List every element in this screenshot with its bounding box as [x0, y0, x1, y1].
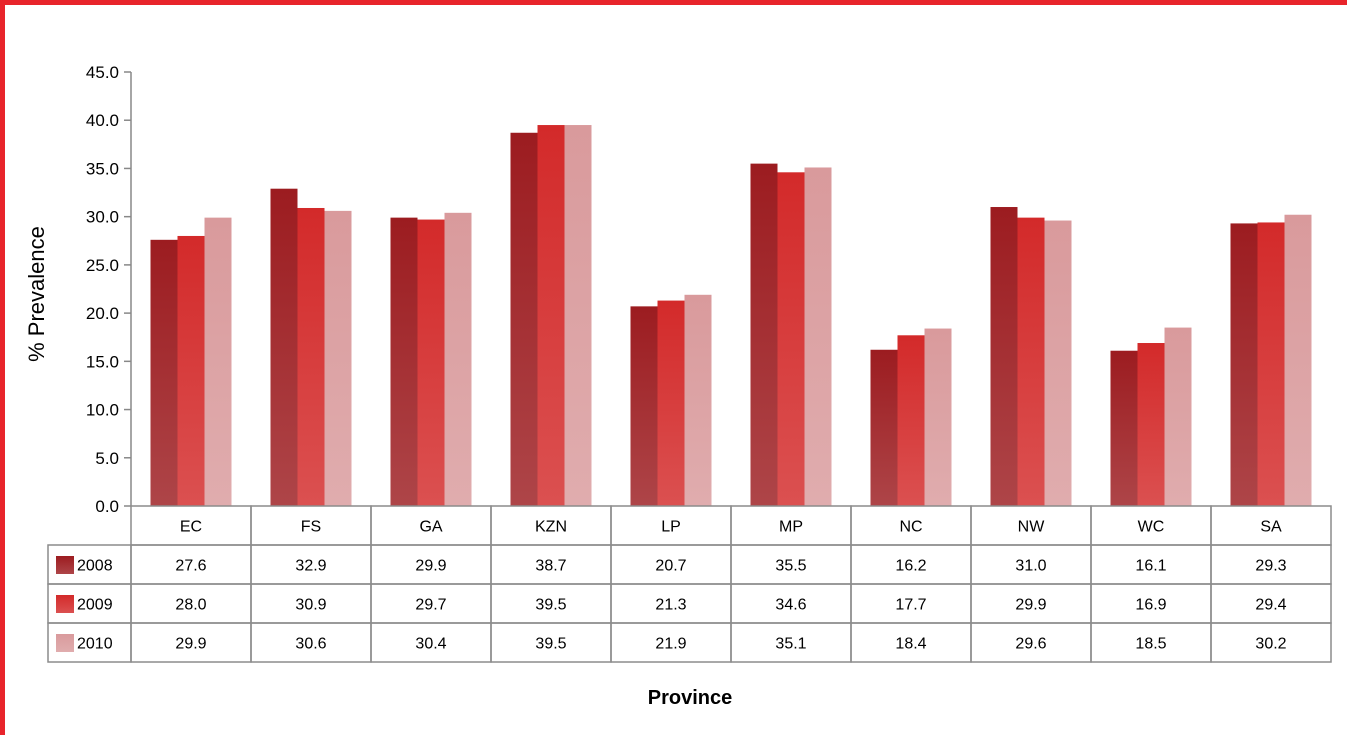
category-label: FS	[301, 519, 321, 536]
data-label-2008-FS: 32.9	[295, 558, 326, 575]
bars	[150, 125, 1312, 507]
frame-top-border	[0, 0, 1347, 5]
bar-2009-EC	[177, 235, 205, 506]
data-label-2009-KZN: 39.5	[535, 597, 566, 614]
bar-2008-MP	[750, 163, 778, 506]
legend-swatch-2010	[56, 634, 74, 652]
y-axis-label: % Prevalence	[24, 226, 49, 362]
bar-2008-SA	[1230, 223, 1258, 506]
table-cell	[1210, 622, 1332, 663]
bar-2009-NC	[897, 335, 925, 506]
data-label-2008-MP: 35.5	[775, 558, 806, 575]
data-label-2008-KZN: 38.7	[535, 558, 566, 575]
data-label-2010-EC: 29.9	[175, 636, 206, 653]
bar-2010-EC	[204, 217, 232, 506]
data-label-2010-GA: 30.4	[415, 636, 446, 653]
x-axis-label: Province	[648, 687, 732, 709]
category-label: NW	[1018, 519, 1046, 536]
data-label-2009-NC: 17.7	[895, 597, 926, 614]
bar-2008-NC	[870, 349, 898, 506]
legend-label-2010: 2010	[77, 636, 113, 653]
data-label-2008-GA: 29.9	[415, 558, 446, 575]
data-label-2009-LP: 21.3	[655, 597, 686, 614]
legend-label-2009: 2009	[77, 597, 113, 614]
y-tick-label: 30.0	[86, 208, 119, 227]
bar-2009-GA	[417, 219, 445, 506]
bar-2008-GA	[390, 217, 418, 506]
bar-2008-KZN	[510, 132, 538, 506]
bar-2009-SA	[1257, 222, 1285, 506]
bar-2009-MP	[777, 172, 805, 506]
y-tick-label: 10.0	[86, 401, 119, 420]
category-label: KZN	[535, 519, 567, 536]
category-label: GA	[419, 519, 442, 536]
bar-2010-GA	[444, 212, 472, 506]
bar-2009-KZN	[537, 125, 565, 507]
data-label-2008-NW: 31.0	[1015, 558, 1046, 575]
data-label-2008-WC: 16.1	[1135, 558, 1166, 575]
data-label-2009-WC: 16.9	[1135, 597, 1166, 614]
bar-2009-LP	[657, 300, 685, 506]
data-label-2010-WC: 18.5	[1135, 636, 1166, 653]
data-label-2010-LP: 21.9	[655, 636, 686, 653]
legend-label-2008: 2008	[77, 558, 113, 575]
data-label-2009-EC: 28.0	[175, 597, 206, 614]
data-label-2010-SA: 30.2	[1255, 636, 1286, 653]
bar-2008-LP	[630, 306, 658, 506]
y-tick-label: 20.0	[86, 304, 119, 323]
data-label-2008-LP: 20.7	[655, 558, 686, 575]
legend-swatch-2009	[56, 595, 74, 613]
y-tick-label: 0.0	[95, 497, 119, 516]
y-tick-label: 5.0	[95, 449, 119, 468]
y-tick-label: 45.0	[86, 63, 119, 82]
y-axis: 0.0 5.0 10.0 15.0 20.0 25.0 30.0 35.0 40.0 45.0	[86, 63, 132, 516]
bar-2010-KZN	[564, 125, 592, 507]
data-label-2009-GA: 29.7	[415, 597, 446, 614]
data-label-2010-NC: 18.4	[895, 636, 926, 653]
y-tick-label: 15.0	[86, 352, 119, 371]
bar-2008-FS	[270, 188, 298, 506]
data-label-2010-NW: 29.6	[1015, 636, 1046, 653]
data-label-2010-FS: 30.6	[295, 636, 326, 653]
y-tick-label: 40.0	[86, 111, 119, 130]
bar-2008-NW	[990, 207, 1018, 506]
data-label-2009-MP: 34.6	[775, 597, 806, 614]
bar-2008-WC	[1110, 350, 1138, 506]
data-label-2009-FS: 30.9	[295, 597, 326, 614]
data-label-2010-MP: 35.1	[775, 636, 806, 653]
category-label: LP	[661, 519, 681, 536]
data-table: EC FS GA KZN LP MP NC NW WC SA 2008 27.6 32.9 29.9 38.…	[47, 505, 1332, 663]
bar-2009-WC	[1137, 343, 1165, 506]
data-label-2009-NW: 29.9	[1015, 597, 1046, 614]
category-label: MP	[779, 519, 803, 536]
category-label: NC	[899, 519, 922, 536]
bar-2009-FS	[297, 207, 325, 506]
bar-2010-SA	[1284, 214, 1312, 506]
bar-2010-LP	[684, 294, 712, 506]
bar-2010-FS	[324, 210, 352, 506]
data-label-2009-SA: 29.4	[1255, 597, 1286, 614]
bar-2010-MP	[804, 167, 832, 507]
bar-2010-WC	[1164, 327, 1192, 506]
data-label-2008-EC: 27.6	[175, 558, 206, 575]
bar-2010-NC	[924, 328, 952, 506]
legend-swatch-2008	[56, 556, 74, 574]
category-label: WC	[1138, 519, 1165, 536]
y-tick-label: 35.0	[86, 159, 119, 178]
bar-2010-NW	[1044, 220, 1072, 506]
bar-2009-NW	[1017, 217, 1045, 506]
category-label: SA	[1260, 519, 1282, 536]
bar-2008-EC	[150, 239, 178, 506]
data-label-2008-SA: 29.3	[1255, 558, 1286, 575]
frame-left-border	[0, 0, 5, 735]
data-label-2010-KZN: 39.5	[535, 636, 566, 653]
category-label: EC	[180, 519, 202, 536]
data-label-2008-NC: 16.2	[895, 558, 926, 575]
y-tick-label: 25.0	[86, 256, 119, 275]
